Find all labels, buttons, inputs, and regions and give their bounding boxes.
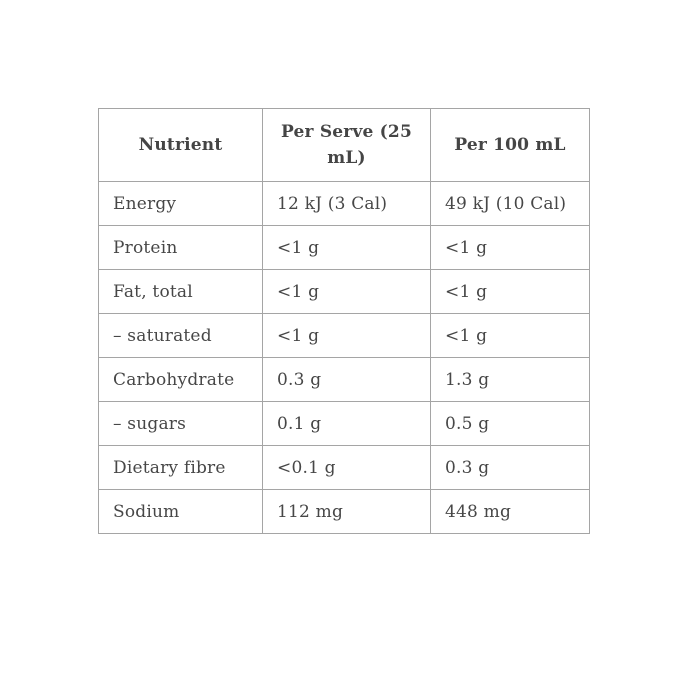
nutrition-table-container: Nutrient Per Serve (25 mL) Per 100 mL En…	[98, 108, 590, 534]
nutrient-cell: Sodium	[98, 489, 263, 534]
header-nutrient: Nutrient	[98, 108, 263, 182]
nutrient-cell: Carbohydrate	[98, 357, 263, 402]
per-serve-cell: <1 g	[262, 225, 431, 270]
per-serve-cell: <0.1 g	[262, 445, 431, 490]
table-row-saturated: – saturated <1 g <1 g	[98, 313, 590, 358]
per-serve-cell: <1 g	[262, 313, 431, 358]
header-row: Nutrient Per Serve (25 mL) Per 100 mL	[98, 108, 590, 182]
table-body: Energy 12 kJ (3 Cal) 49 kJ (10 Cal) Prot…	[98, 181, 590, 534]
per-serve-cell: 0.1 g	[262, 401, 431, 446]
per-100ml-cell: 1.3 g	[430, 357, 590, 402]
header-per-serve: Per Serve (25 mL)	[262, 108, 431, 182]
table-row-sugars: – sugars 0.1 g 0.5 g	[98, 401, 590, 446]
table-row-protein: Protein <1 g <1 g	[98, 225, 590, 270]
per-serve-cell: 12 kJ (3 Cal)	[262, 181, 431, 226]
nutrient-cell: – sugars	[98, 401, 263, 446]
per-serve-cell: 0.3 g	[262, 357, 431, 402]
nutrient-cell: Energy	[98, 181, 263, 226]
per-100ml-cell: 49 kJ (10 Cal)	[430, 181, 590, 226]
table-row-fat-total: Fat, total <1 g <1 g	[98, 269, 590, 314]
per-100ml-cell: <1 g	[430, 225, 590, 270]
per-serve-cell: 112 mg	[262, 489, 431, 534]
table-row-dietary-fibre: Dietary fibre <0.1 g 0.3 g	[98, 445, 590, 490]
nutrient-cell: Fat, total	[98, 269, 263, 314]
per-100ml-cell: 0.5 g	[430, 401, 590, 446]
per-100ml-cell: 448 mg	[430, 489, 590, 534]
nutrition-table: Nutrient Per Serve (25 mL) Per 100 mL En…	[98, 108, 590, 534]
table-row-carbohydrate: Carbohydrate 0.3 g 1.3 g	[98, 357, 590, 402]
per-serve-cell: <1 g	[262, 269, 431, 314]
per-100ml-cell: 0.3 g	[430, 445, 590, 490]
nutrient-cell: Dietary fibre	[98, 445, 263, 490]
per-100ml-cell: <1 g	[430, 313, 590, 358]
per-100ml-cell: <1 g	[430, 269, 590, 314]
table-row-sodium: Sodium 112 mg 448 mg	[98, 489, 590, 534]
header-per-100ml: Per 100 mL	[430, 108, 590, 182]
nutrient-cell: – saturated	[98, 313, 263, 358]
nutrient-cell: Protein	[98, 225, 263, 270]
table-row-energy: Energy 12 kJ (3 Cal) 49 kJ (10 Cal)	[98, 181, 590, 226]
table-header: Nutrient Per Serve (25 mL) Per 100 mL	[98, 108, 590, 182]
